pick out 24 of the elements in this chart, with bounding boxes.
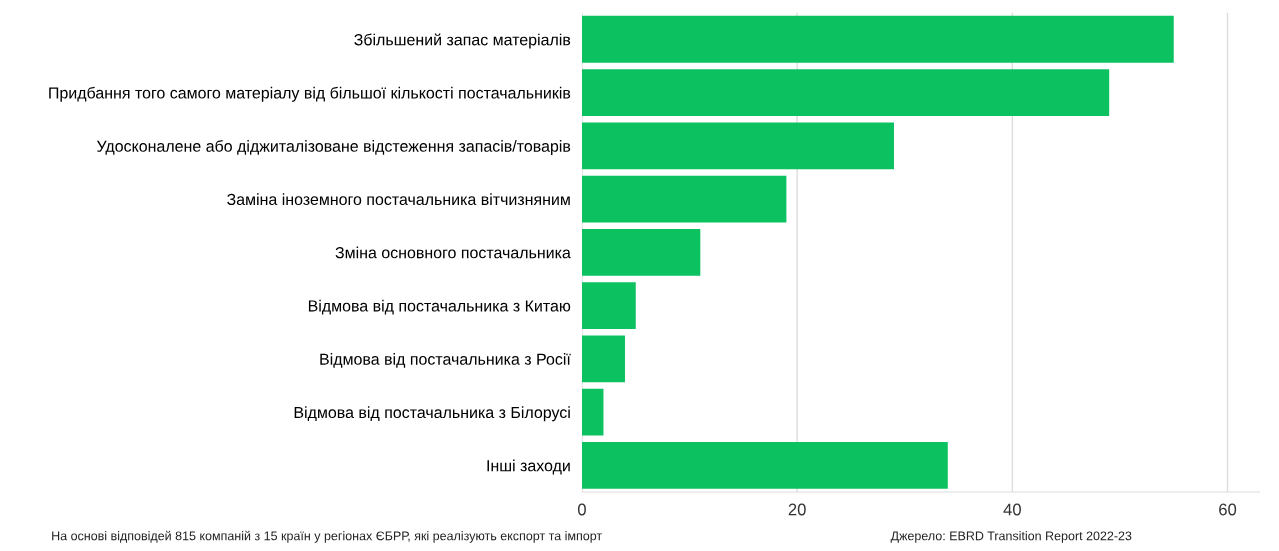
y-tick-label: Придбання того самого матеріалу від більшої кількості постачальників xyxy=(49,86,571,102)
text: На основі відповідей 815 компаній з 15 країн у регіонах ЄБРР, які реалізують експорт та імпорт xyxy=(52,530,602,543)
bar xyxy=(581,388,604,436)
bar xyxy=(581,441,948,489)
text: Джерело: EBRD Transition Report 2022-23 xyxy=(890,531,1132,543)
y-tick-label: Інші заходи xyxy=(487,459,570,475)
y-tick-label: Відмова від постачальника з Білорусі xyxy=(294,406,570,422)
y-tick-label: Збільшений запас матеріалів xyxy=(354,33,571,49)
x-tick-label: 40 xyxy=(1003,503,1021,516)
x-tick-label: 20 xyxy=(788,503,806,516)
y-tick-label: Заміна іноземного постачальника вітчизняним xyxy=(227,193,570,206)
bar xyxy=(581,228,701,276)
bar xyxy=(581,122,894,170)
x-tick-label: 0 xyxy=(577,503,586,516)
bar xyxy=(581,282,636,330)
y-tick-label: Відмова від постачальника з Росії xyxy=(320,353,571,368)
y-tick-label: Удосконалене або діджиталізоване відстеження запасів/товарів xyxy=(96,139,571,155)
bar xyxy=(581,69,1110,116)
x-tick-label: 60 xyxy=(1219,503,1237,516)
bar xyxy=(581,175,787,223)
bar xyxy=(581,15,1174,63)
bar xyxy=(581,335,625,383)
y-tick-label: Зміна основного постачальника xyxy=(335,246,571,259)
y-tick-label: Відмова від постачальника з Китаю xyxy=(308,299,571,315)
